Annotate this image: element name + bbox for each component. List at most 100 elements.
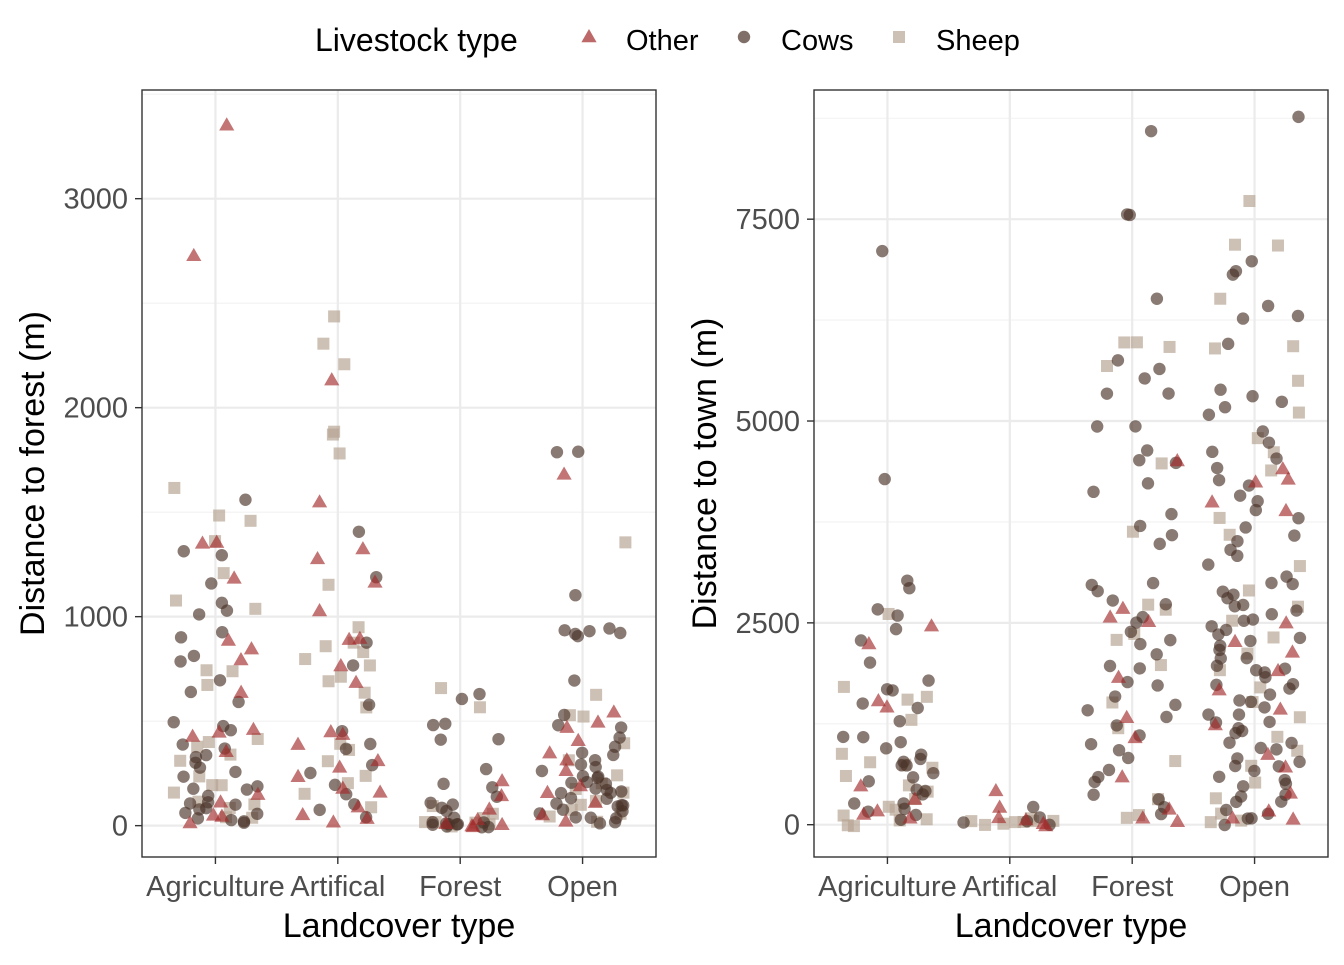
data-point-cows xyxy=(957,816,970,829)
data-point-sheep xyxy=(837,680,850,693)
data-point-sheep xyxy=(328,425,341,438)
data-point-sheep xyxy=(1142,598,1155,611)
data-point-other xyxy=(348,674,364,688)
data-point-other xyxy=(1161,801,1177,815)
data-point-sheep xyxy=(191,740,204,753)
data-point-cows xyxy=(895,759,908,772)
data-point-sheep xyxy=(1110,633,1123,646)
y-tick-label: 0 xyxy=(112,811,128,843)
data-point-cows xyxy=(1087,788,1100,801)
data-point-other xyxy=(1211,682,1227,696)
data-point-cows xyxy=(854,634,868,647)
data-point-cows xyxy=(215,549,229,562)
data-point-cows xyxy=(1111,354,1125,367)
data-point-cows xyxy=(848,797,861,810)
data-point-cows xyxy=(1259,670,1272,684)
data-point-cows xyxy=(1237,614,1251,627)
data-point-sheep xyxy=(213,509,226,522)
data-point-other xyxy=(1169,453,1185,467)
data-point-cows xyxy=(1229,726,1242,740)
data-point-cows xyxy=(614,626,627,640)
data-point-sheep xyxy=(905,713,918,726)
data-point-other xyxy=(559,719,575,733)
data-point-other xyxy=(1285,811,1301,825)
data-point-other xyxy=(570,732,586,746)
data-point-other xyxy=(559,752,575,766)
data-point-cows xyxy=(364,737,377,751)
data-point-cows xyxy=(1124,625,1138,639)
data-point-cows xyxy=(1246,389,1259,403)
data-point-other xyxy=(556,466,572,480)
data-point-other xyxy=(988,782,1004,797)
data-point-cows xyxy=(876,244,889,258)
data-point-cows xyxy=(1292,110,1305,124)
x-tick-label: Forest xyxy=(419,871,501,903)
data-point-sheep xyxy=(215,779,228,792)
data-point-cows xyxy=(304,766,317,780)
data-point-other xyxy=(333,658,349,672)
data-point-cows xyxy=(1162,387,1175,400)
data-point-other xyxy=(182,815,198,829)
data-point-sheep xyxy=(317,337,330,350)
data-point-sheep xyxy=(365,801,378,814)
data-point-sheep xyxy=(246,811,259,824)
data-point-other xyxy=(907,791,923,805)
data-point-cows xyxy=(1279,777,1293,790)
data-point-cows xyxy=(922,674,935,687)
data-point-cows xyxy=(1233,694,1246,707)
data-point-cows xyxy=(1087,485,1100,499)
data-point-cows xyxy=(1246,613,1260,626)
data-point-cows xyxy=(568,674,581,687)
data-point-sheep xyxy=(1271,239,1284,252)
data-point-other xyxy=(991,809,1007,824)
data-point-sheep xyxy=(1287,340,1300,353)
data-point-sheep xyxy=(1154,659,1167,672)
data-point-cows xyxy=(569,811,582,824)
data-point-other xyxy=(1110,669,1127,683)
data-point-cows xyxy=(1248,764,1261,778)
data-point-cows xyxy=(1165,507,1178,521)
data-point-other xyxy=(1278,615,1294,629)
data-point-sheep xyxy=(321,755,334,768)
data-point-other xyxy=(295,806,311,821)
data-point-other xyxy=(324,372,340,386)
data-point-other xyxy=(250,786,266,800)
data-point-sheep xyxy=(1271,730,1284,743)
legend-key-sheep xyxy=(893,31,905,43)
y-tick-label: 2500 xyxy=(735,608,800,640)
data-point-cows xyxy=(426,816,439,829)
data-point-cows xyxy=(1205,620,1218,633)
data-point-sheep xyxy=(1213,511,1226,524)
data-point-cows xyxy=(608,815,622,829)
data-point-cows xyxy=(1102,763,1116,777)
data-point-sheep xyxy=(1249,776,1262,789)
data-point-cows xyxy=(1231,534,1244,548)
data-point-cows xyxy=(1254,741,1268,755)
y-tick-label: 3000 xyxy=(63,184,128,216)
data-point-cows xyxy=(1286,577,1299,591)
data-point-other xyxy=(1260,746,1276,760)
data-point-cows xyxy=(554,786,568,800)
x-tick-label: Forest xyxy=(1091,871,1173,903)
data-point-cows xyxy=(1133,519,1147,533)
data-point-cows xyxy=(229,798,242,811)
series-other xyxy=(853,453,1301,832)
data-point-sheep xyxy=(201,678,214,691)
data-point-sheep xyxy=(249,602,262,615)
data-point-cows xyxy=(1261,299,1275,313)
legend-key-cows xyxy=(737,30,751,44)
data-point-cows xyxy=(1212,473,1226,487)
legend-title: Livestock type xyxy=(315,22,518,58)
data-point-cows xyxy=(220,604,234,617)
data-point-sheep xyxy=(174,754,187,767)
data-point-sheep xyxy=(901,693,914,706)
data-point-sheep xyxy=(200,664,213,677)
data-point-cows xyxy=(1245,255,1258,268)
y-tick-label: 7500 xyxy=(735,204,800,236)
data-point-cows xyxy=(878,472,891,486)
data-point-other xyxy=(367,574,383,588)
data-point-sheep xyxy=(251,732,264,745)
data-point-sheep xyxy=(1243,195,1256,208)
data-point-other xyxy=(1141,613,1157,627)
